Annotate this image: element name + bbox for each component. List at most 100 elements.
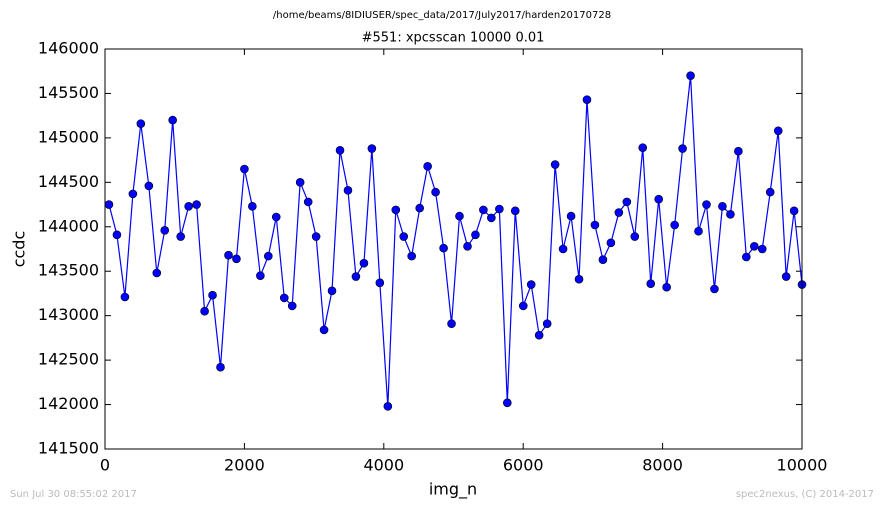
data-point (128, 189, 138, 199)
data-point (152, 268, 162, 278)
data-point (327, 286, 337, 296)
data-point (248, 202, 257, 211)
data-point (391, 205, 401, 215)
y-tick-label: 143000 (38, 305, 99, 324)
y-tick-label: 143500 (38, 261, 99, 280)
x-tick-label: 0 (100, 456, 110, 475)
data-point (176, 232, 185, 241)
data-point (216, 362, 225, 372)
data-point (303, 197, 313, 207)
data-point (662, 282, 671, 292)
data-point (773, 126, 783, 136)
data-point (646, 279, 656, 288)
data-point (495, 204, 504, 214)
data-point (757, 244, 767, 254)
x-tick-label: 4000 (363, 456, 404, 475)
data-point (622, 197, 632, 207)
data-point (550, 160, 560, 169)
data-point (104, 200, 114, 209)
data-point (192, 200, 201, 209)
data-point (518, 301, 528, 311)
suptitle: /home/beams/8IDIUSER/spec_data/2017/July… (273, 10, 611, 21)
footer-right: spec2nexus, (C) 2014-2017 (736, 489, 874, 500)
data-point (566, 211, 576, 221)
data-point (287, 301, 297, 311)
data-point (670, 220, 679, 230)
data-point (702, 200, 711, 209)
y-tick-label: 144500 (38, 172, 99, 191)
data-point (439, 243, 448, 253)
x-axis-label: img_n (429, 480, 477, 500)
data-point (726, 210, 735, 219)
data-point (734, 146, 743, 156)
data-point (279, 293, 289, 303)
data-point (144, 181, 154, 191)
y-tick-label: 142500 (38, 350, 99, 369)
data-point (160, 226, 170, 235)
x-tick-label: 10000 (777, 456, 828, 475)
data-point (399, 232, 409, 241)
data-point (367, 144, 377, 153)
data-point (710, 284, 719, 294)
data-point (750, 242, 759, 251)
data-point (590, 220, 600, 230)
data-point (383, 402, 393, 411)
y-tick-label: 142000 (38, 394, 99, 413)
data-point (463, 242, 472, 251)
data-point (479, 205, 488, 215)
y-tick-label: 145500 (38, 83, 99, 102)
data-line (108, 75, 803, 407)
data-point (319, 325, 329, 335)
data-point (136, 119, 146, 128)
data-point (718, 202, 727, 211)
y-axis-label: ccdc (10, 231, 29, 268)
data-point (542, 319, 552, 328)
data-point (168, 115, 177, 125)
data-point (256, 271, 265, 280)
data-point (208, 290, 217, 300)
footer-left: Sun Jul 30 08:55:02 2017 (10, 489, 137, 500)
data-point (295, 178, 305, 187)
data-point (359, 258, 369, 268)
data-point (471, 230, 480, 240)
data-point (765, 187, 775, 197)
data-point (654, 194, 663, 204)
data-point (311, 232, 321, 241)
data-point (375, 278, 385, 288)
data-point (558, 244, 568, 254)
data-point (335, 146, 345, 155)
data-point (574, 274, 584, 284)
data-point (598, 255, 608, 264)
data-point (447, 319, 456, 328)
data-point (184, 202, 193, 211)
data-point (232, 254, 241, 264)
data-point (351, 272, 361, 281)
data-point (526, 280, 536, 289)
data-point (638, 143, 648, 152)
data-point (742, 252, 751, 262)
chart-title: #551: xpcsscan 10000 0.01 (362, 31, 545, 46)
data-point (423, 162, 432, 171)
data-point (614, 208, 624, 217)
data-point (503, 398, 512, 408)
data-point (200, 306, 209, 316)
y-tick-label: 141500 (38, 439, 99, 458)
data-point (510, 206, 520, 216)
data-point (224, 250, 233, 260)
data-point (240, 164, 249, 174)
data-point (781, 272, 791, 281)
data-point (431, 187, 440, 197)
data-point (789, 206, 799, 216)
y-tick-label: 144000 (38, 216, 99, 235)
data-point (120, 292, 130, 302)
data-point (694, 226, 703, 236)
data-point (271, 212, 281, 222)
x-tick-label: 8000 (642, 456, 683, 475)
plot-frame (104, 48, 803, 450)
data-point (487, 213, 496, 223)
data-point (415, 203, 424, 213)
x-tick-label: 6000 (503, 456, 544, 475)
y-tick-label: 146000 (38, 39, 99, 58)
x-tick-label: 2000 (224, 456, 265, 475)
